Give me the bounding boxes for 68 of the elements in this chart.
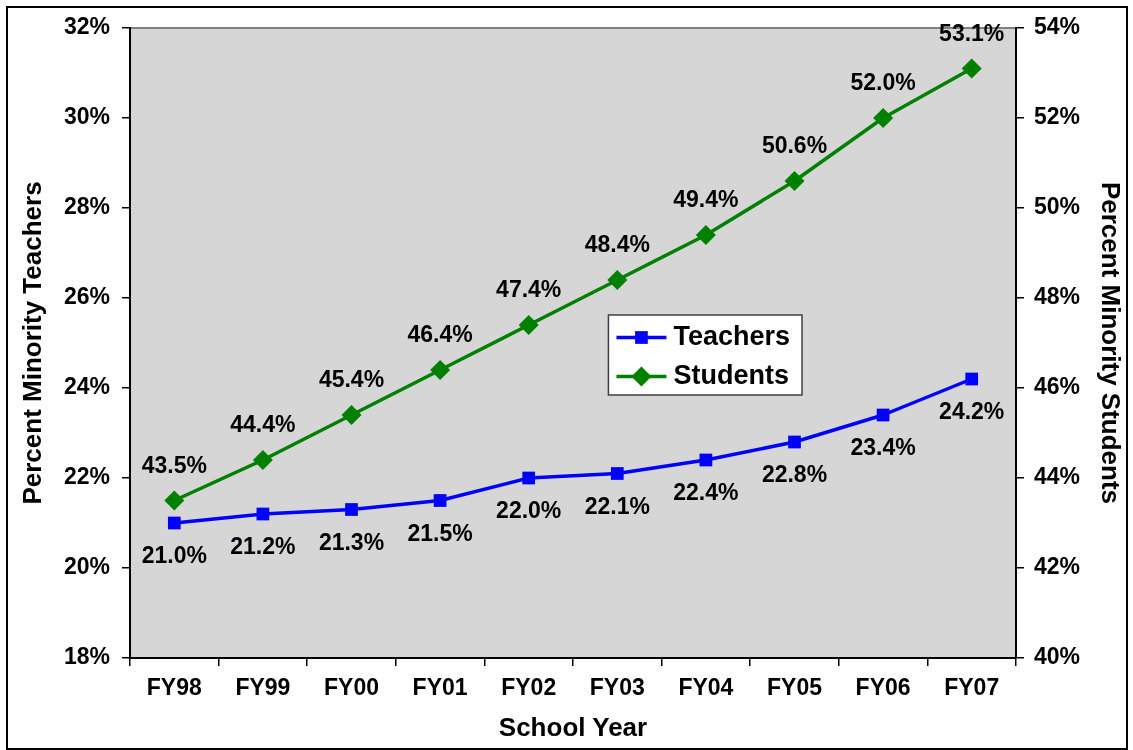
point xyxy=(610,467,624,480)
x-tick-label: FY03 xyxy=(589,674,645,701)
y-tick-label: 18% xyxy=(63,643,110,670)
x-tick-label: FY01 xyxy=(412,674,468,701)
y-tick-label: 24% xyxy=(63,373,110,400)
data-label: 22.1% xyxy=(584,492,650,519)
y2-tick-label: 46% xyxy=(1034,373,1081,400)
y2-tick-label: 42% xyxy=(1034,553,1081,580)
x-tick-label: FY02 xyxy=(501,674,557,701)
legend-label: Students xyxy=(673,359,789,390)
data-label: 44.4% xyxy=(230,411,296,438)
x-tick-label: FY04 xyxy=(678,674,734,701)
data-label: 22.4% xyxy=(673,479,739,506)
x-tick-label: FY99 xyxy=(235,674,291,701)
legend-label: Teachers xyxy=(673,320,791,351)
x-tick-label: FY00 xyxy=(324,674,379,701)
data-label: 21.3% xyxy=(318,528,385,555)
x-tick-label: FY05 xyxy=(767,674,823,701)
data-label: 21.5% xyxy=(407,519,473,546)
y-axis-title: Percent Minority Teachers xyxy=(16,181,47,505)
data-label: 46.4% xyxy=(407,321,473,348)
point xyxy=(873,108,894,128)
point xyxy=(164,490,185,511)
data-label: 43.5% xyxy=(141,451,207,478)
y-tick-label: 22% xyxy=(63,463,110,490)
point xyxy=(430,360,451,380)
y-tick-label: 26% xyxy=(63,283,110,310)
data-label: 47.4% xyxy=(496,276,562,303)
y-tick-label: 20% xyxy=(63,553,110,580)
x-tick-label: FY06 xyxy=(855,674,911,701)
y-tick-label: 32% xyxy=(63,13,110,40)
y2-tick-label: 48% xyxy=(1034,283,1081,310)
data-label: 22.8% xyxy=(761,461,828,488)
y2-tick-label: 52% xyxy=(1034,103,1081,130)
data-label: 52.0% xyxy=(850,69,916,96)
y2-axis-title: Percent Minority Students xyxy=(1096,181,1127,505)
data-label: 23.4% xyxy=(850,434,916,461)
y2-tick-label: 44% xyxy=(1034,463,1081,490)
data-label: 53.1% xyxy=(939,19,1005,46)
y2-tick-label: 54% xyxy=(1034,13,1081,40)
point xyxy=(167,516,181,530)
x-tick-label: FY07 xyxy=(944,674,1000,701)
point xyxy=(607,270,628,290)
x-axis-title: School Year xyxy=(498,711,648,742)
point xyxy=(965,372,979,386)
data-label: 24.2% xyxy=(939,398,1005,425)
data-label: 21.0% xyxy=(141,542,207,569)
data-label: 45.4% xyxy=(318,366,385,393)
point xyxy=(961,58,982,79)
point xyxy=(788,435,801,449)
point xyxy=(341,405,362,425)
point xyxy=(252,450,273,470)
data-label: 21.2% xyxy=(230,533,296,560)
data-label: 49.4% xyxy=(673,186,739,213)
data-label: 48.4% xyxy=(584,231,650,258)
y2-tick-label: 50% xyxy=(1034,193,1081,220)
point xyxy=(433,494,447,507)
x-tick-label: FY98 xyxy=(146,674,202,701)
y2-tick-label: 40% xyxy=(1034,643,1081,670)
y-tick-label: 30% xyxy=(63,103,110,130)
point xyxy=(522,471,536,485)
point xyxy=(784,171,805,191)
point xyxy=(345,503,358,516)
point xyxy=(695,225,716,245)
data-label: 50.6% xyxy=(761,132,828,159)
point xyxy=(518,315,539,335)
data-label: 22.0% xyxy=(496,497,562,524)
y-tick-label: 28% xyxy=(63,193,110,220)
